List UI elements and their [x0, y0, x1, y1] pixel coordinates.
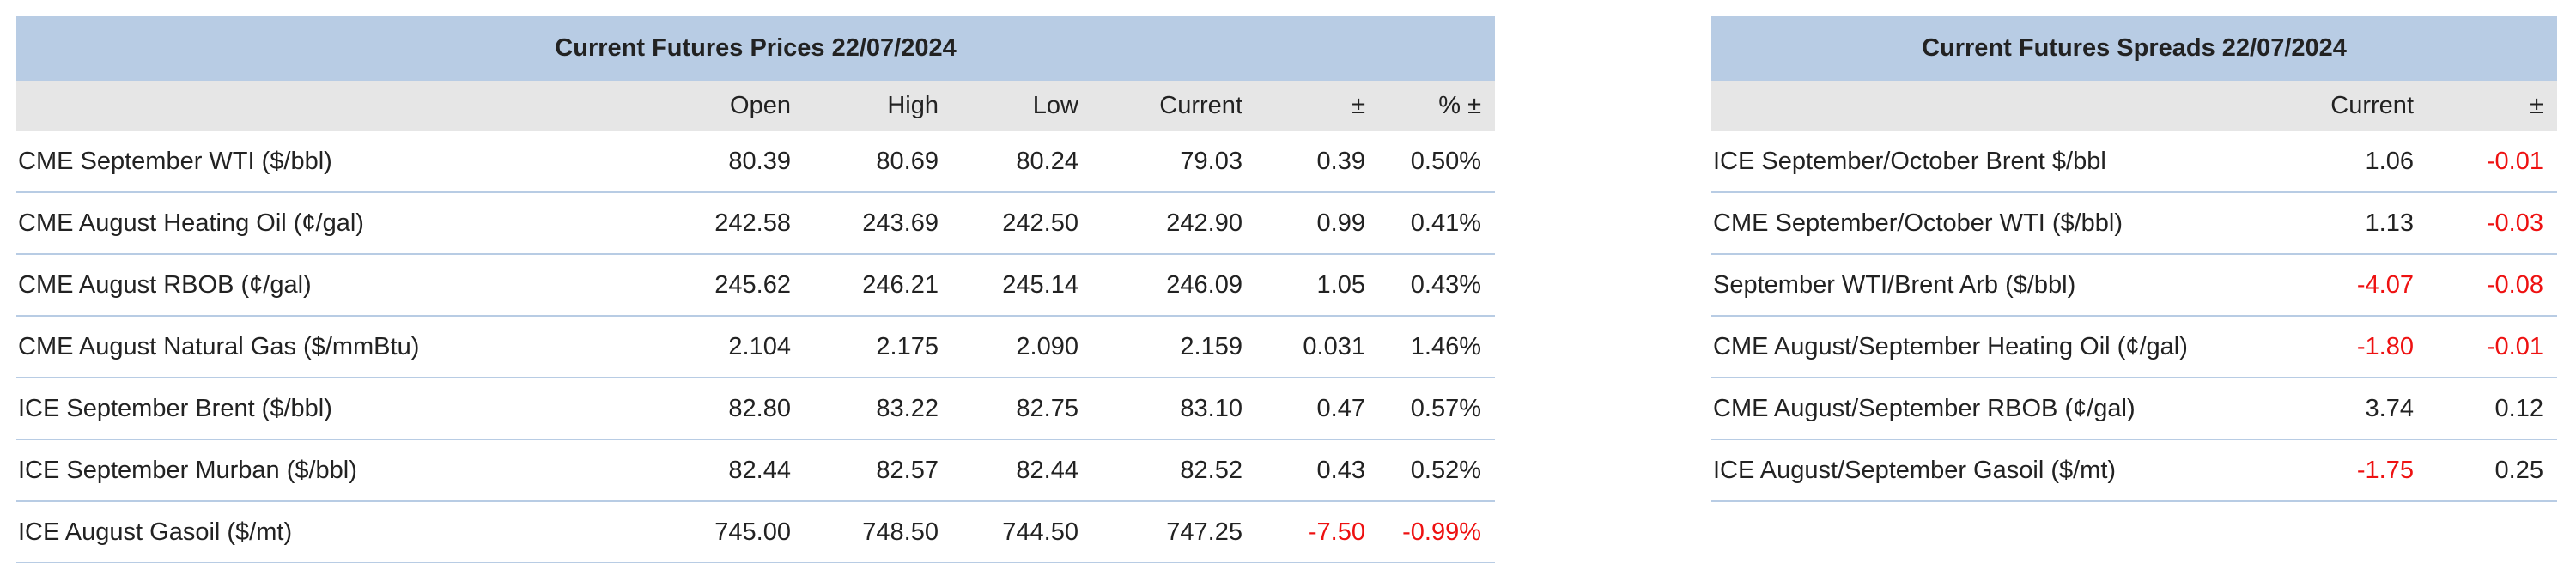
cell: 82.44 [952, 439, 1092, 502]
header-row: Open High Low Current ±% ± [16, 81, 1496, 131]
cell: -0.01 [2427, 316, 2557, 378]
row-label: CME August Heating Oil (¢/gal) [16, 192, 673, 255]
data-row: CME August Heating Oil (¢/gal) 242.58 243.… [16, 192, 1496, 255]
data-row: CME September WTI ($/bbl) 80.39 80.69 80.24… [16, 131, 1496, 193]
cell: 0.57% [1379, 378, 1496, 440]
cell: 0.43% [1379, 254, 1496, 317]
cell: -7.50 [1256, 501, 1379, 563]
cell: 745.00 [673, 501, 805, 563]
row-label: CME August/September RBOB (¢/gal) [1711, 378, 2316, 440]
cell: 83.22 [805, 378, 952, 440]
data-row: CME August Natural Gas ($/mmBtu) 2.104 2.1… [16, 316, 1496, 378]
row-label: ICE August/September Gasoil ($/mt) [1711, 439, 2316, 502]
cell: -0.03 [2427, 192, 2557, 255]
data-row: ICE August Gasoil ($/mt) 745.00 748.50 744.… [16, 501, 1496, 563]
row-label: CME August/September Heating Oil (¢/gal) [1711, 316, 2316, 378]
column-header: Current [1092, 81, 1256, 131]
cell: 2.090 [952, 316, 1092, 378]
table-title: Current Futures Spreads 22/07/2024 [1711, 16, 2557, 81]
cell: 242.90 [1092, 192, 1256, 255]
cell: 82.52 [1092, 439, 1256, 502]
cell: 82.44 [673, 439, 805, 502]
cell: 79.03 [1092, 131, 1256, 193]
cell: 0.47 [1256, 378, 1379, 440]
cell: 2.175 [805, 316, 952, 378]
futures-prices-table: Current Futures Prices 22/07/2024 Open Hi… [16, 16, 1496, 563]
column-header: ± [2427, 81, 2557, 131]
data-row: ICE September/October Brent $/bbl 1.06 -0.… [1711, 131, 2557, 193]
row-label: September WTI/Brent Arb ($/bbl) [1711, 254, 2316, 317]
data-row: ICE August/September Gasoil ($/mt) -1.75 0… [1711, 439, 2557, 502]
row-label: CME September WTI ($/bbl) [16, 131, 673, 193]
cell: 1.13 [2316, 192, 2427, 255]
cell: 82.75 [952, 378, 1092, 440]
column-header [16, 81, 673, 131]
cell: 242.50 [952, 192, 1092, 255]
data-row: ICE September Murban ($/bbl) 82.44 82.57 82… [16, 439, 1496, 502]
cell: 744.50 [952, 501, 1092, 563]
cell: 246.21 [805, 254, 952, 317]
data-row: September WTI/Brent Arb ($/bbl) -4.07 -0.0… [1711, 254, 2557, 317]
row-label: ICE August Gasoil ($/mt) [16, 501, 673, 563]
cell: 245.62 [673, 254, 805, 317]
cell: 242.58 [673, 192, 805, 255]
cell: 0.39 [1256, 131, 1379, 193]
cell: 82.57 [805, 439, 952, 502]
cell: -0.99% [1379, 501, 1496, 563]
cell: 1.06 [2316, 131, 2427, 193]
column-header [1711, 81, 2316, 131]
cell: 0.43 [1256, 439, 1379, 502]
cell: 3.74 [2316, 378, 2427, 440]
row-label: ICE September Murban ($/bbl) [16, 439, 673, 502]
column-header: Low [952, 81, 1092, 131]
data-row: CME August/September Heating Oil (¢/gal)… [1711, 316, 2557, 378]
column-header: Open [673, 81, 805, 131]
data-row: ICE September Brent ($/bbl) 82.80 83.22 82.… [16, 378, 1496, 440]
cell: 80.39 [673, 131, 805, 193]
cell: -0.08 [2427, 254, 2557, 317]
cell: 83.10 [1092, 378, 1256, 440]
column-header: High [805, 81, 952, 131]
row-label: CME September/October WTI ($/bbl) [1711, 192, 2316, 255]
row-label: ICE September/October Brent $/bbl [1711, 131, 2316, 193]
cell: 80.24 [952, 131, 1092, 193]
cell: 2.104 [673, 316, 805, 378]
row-label: CME August RBOB (¢/gal) [16, 254, 673, 317]
cell: -4.07 [2316, 254, 2427, 317]
cell: -1.80 [2316, 316, 2427, 378]
cell: 0.25 [2427, 439, 2557, 502]
column-header: ± [1256, 81, 1379, 131]
header-row: Current ± [1711, 81, 2557, 131]
cell: 245.14 [952, 254, 1092, 317]
cell: 0.41% [1379, 192, 1496, 255]
cell: 748.50 [805, 501, 952, 563]
cell: 80.69 [805, 131, 952, 193]
row-label: ICE September Brent ($/bbl) [16, 378, 673, 440]
data-row: CME August/September RBOB (¢/gal) 3.74 0.1… [1711, 378, 2557, 440]
data-row: CME August RBOB (¢/gal) 245.62 246.21 245.1… [16, 254, 1496, 317]
cell: 2.159 [1092, 316, 1256, 378]
row-label: CME August Natural Gas ($/mmBtu) [16, 316, 673, 378]
cell: 747.25 [1092, 501, 1256, 563]
cell: 1.46% [1379, 316, 1496, 378]
cell: 82.80 [673, 378, 805, 440]
table-title: Current Futures Prices 22/07/2024 [16, 16, 1496, 81]
column-header: Current [2316, 81, 2427, 131]
cell: -1.75 [2316, 439, 2427, 502]
column-header: % ± [1379, 81, 1496, 131]
cell: 0.52% [1379, 439, 1496, 502]
cell: 243.69 [805, 192, 952, 255]
cell: 1.05 [1256, 254, 1379, 317]
cell: 246.09 [1092, 254, 1256, 317]
cell: -0.01 [2427, 131, 2557, 193]
cell: 0.031 [1256, 316, 1379, 378]
cell: 0.50% [1379, 131, 1496, 193]
data-row: CME September/October WTI ($/bbl) 1.13 -0.… [1711, 192, 2557, 255]
cell: 0.99 [1256, 192, 1379, 255]
cell: 0.12 [2427, 378, 2557, 440]
futures-spreads-table: Current Futures Spreads 22/07/2024 Curre… [1711, 16, 2557, 502]
